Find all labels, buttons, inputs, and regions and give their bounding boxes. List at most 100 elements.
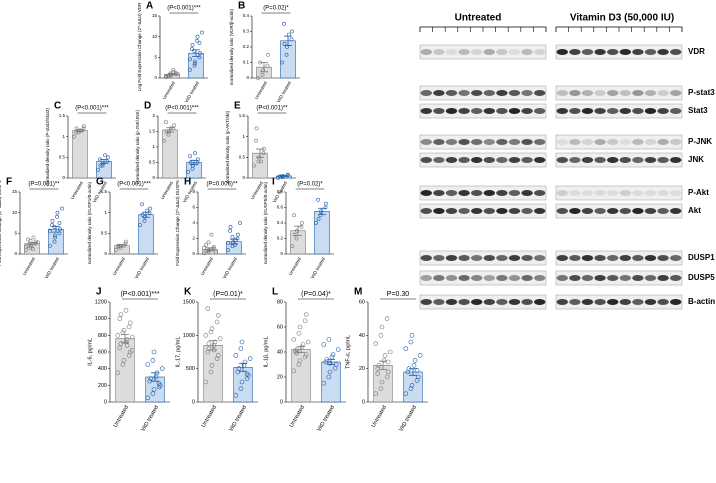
blot-band — [606, 275, 619, 281]
blot-band — [508, 90, 521, 96]
data-point — [208, 329, 214, 335]
data-point — [209, 363, 215, 368]
data-point — [197, 40, 202, 45]
data-point — [153, 374, 159, 380]
blot-band — [644, 190, 657, 196]
data-point — [378, 333, 384, 338]
blot-strip — [555, 250, 683, 266]
data-point — [117, 345, 123, 351]
blot-band — [445, 208, 458, 214]
data-point — [205, 306, 211, 311]
blot-band — [606, 299, 619, 305]
blot-band — [483, 139, 496, 145]
data-point — [29, 243, 33, 248]
blot-band — [420, 208, 433, 214]
p-value: (P<0.001)*** — [165, 106, 199, 112]
blot-band — [521, 275, 533, 281]
p-value: (P<0.001)** — [256, 106, 288, 112]
data-point — [52, 239, 57, 244]
data-point — [261, 151, 266, 156]
blot-band — [556, 255, 569, 261]
data-point — [294, 236, 299, 241]
y-tick-label: 1200 — [95, 299, 107, 305]
blot-band — [458, 139, 470, 145]
data-point — [123, 308, 129, 313]
data-point — [123, 339, 129, 345]
data-point — [145, 362, 151, 367]
data-point — [186, 169, 190, 174]
blot-band — [470, 139, 483, 145]
x-tick-label: VitD treated — [316, 405, 336, 433]
blot-band — [657, 157, 669, 163]
data-point — [101, 161, 105, 166]
data-point — [206, 346, 212, 351]
panel-letter: K — [184, 287, 192, 298]
y-tick-label: 1 — [152, 144, 155, 149]
y-tick-label: 10 — [152, 34, 158, 39]
blot-band — [594, 108, 606, 114]
blot-strip — [419, 270, 547, 286]
blot-group-label: Untreated — [455, 13, 502, 24]
y-tick-label: 2 — [192, 236, 195, 241]
blot-strip — [555, 134, 683, 150]
blot-band — [445, 90, 458, 96]
data-point — [324, 357, 330, 362]
x-tick-label: VitD treated — [276, 80, 292, 103]
data-point — [127, 320, 133, 326]
blot-band — [569, 139, 581, 145]
band-label: Akt — [688, 206, 701, 215]
y-tick-label: 80 — [277, 299, 283, 305]
blot-band — [669, 139, 682, 145]
data-point — [379, 324, 385, 330]
x-tick-label: VitD treated — [134, 256, 150, 279]
data-point — [302, 354, 308, 360]
bar — [314, 211, 330, 255]
data-point — [265, 63, 270, 68]
data-point — [74, 130, 78, 135]
blot-band — [470, 190, 483, 196]
data-point — [236, 232, 240, 237]
y-tick-label: 20 — [359, 366, 365, 372]
blot-band — [496, 108, 508, 114]
y-tick-label: 400 — [98, 366, 107, 372]
blot-band — [433, 139, 445, 145]
data-point — [409, 383, 415, 388]
blot-band — [420, 49, 433, 55]
data-point — [28, 238, 33, 243]
data-point — [256, 159, 261, 164]
blot-band — [632, 139, 644, 145]
data-point — [116, 244, 121, 249]
blot-band — [521, 108, 533, 114]
y-tick-label: 0.4 — [243, 13, 250, 18]
data-point — [316, 197, 320, 202]
band-label: Stat3 — [688, 106, 708, 115]
blot-band — [496, 90, 508, 96]
blot-band — [581, 157, 594, 163]
blot-band — [632, 190, 644, 196]
blot-band — [508, 255, 521, 261]
panel-letter: D — [144, 101, 151, 112]
y-tick-label: 2 — [152, 113, 155, 118]
y-tick-label: 5 — [154, 55, 157, 60]
blot-band — [496, 299, 508, 305]
data-point — [290, 29, 294, 34]
data-point — [124, 239, 128, 244]
data-point — [302, 318, 308, 324]
data-point — [214, 319, 220, 325]
blot-band — [508, 275, 521, 281]
blot-band — [533, 90, 546, 96]
data-point — [26, 243, 31, 248]
data-point — [211, 347, 217, 353]
blot-band — [458, 255, 470, 261]
blot-band — [420, 139, 433, 145]
blot-band — [508, 190, 521, 196]
y-tick-label: 200 — [98, 383, 107, 389]
y-tick-label: 0.5 — [239, 155, 246, 160]
bar — [233, 367, 253, 403]
panel-letter: F — [6, 177, 12, 188]
data-point — [405, 369, 411, 375]
blot-band — [433, 299, 445, 305]
x-tick-label: VitD treated — [184, 80, 200, 103]
panel-letter: A — [146, 1, 153, 12]
